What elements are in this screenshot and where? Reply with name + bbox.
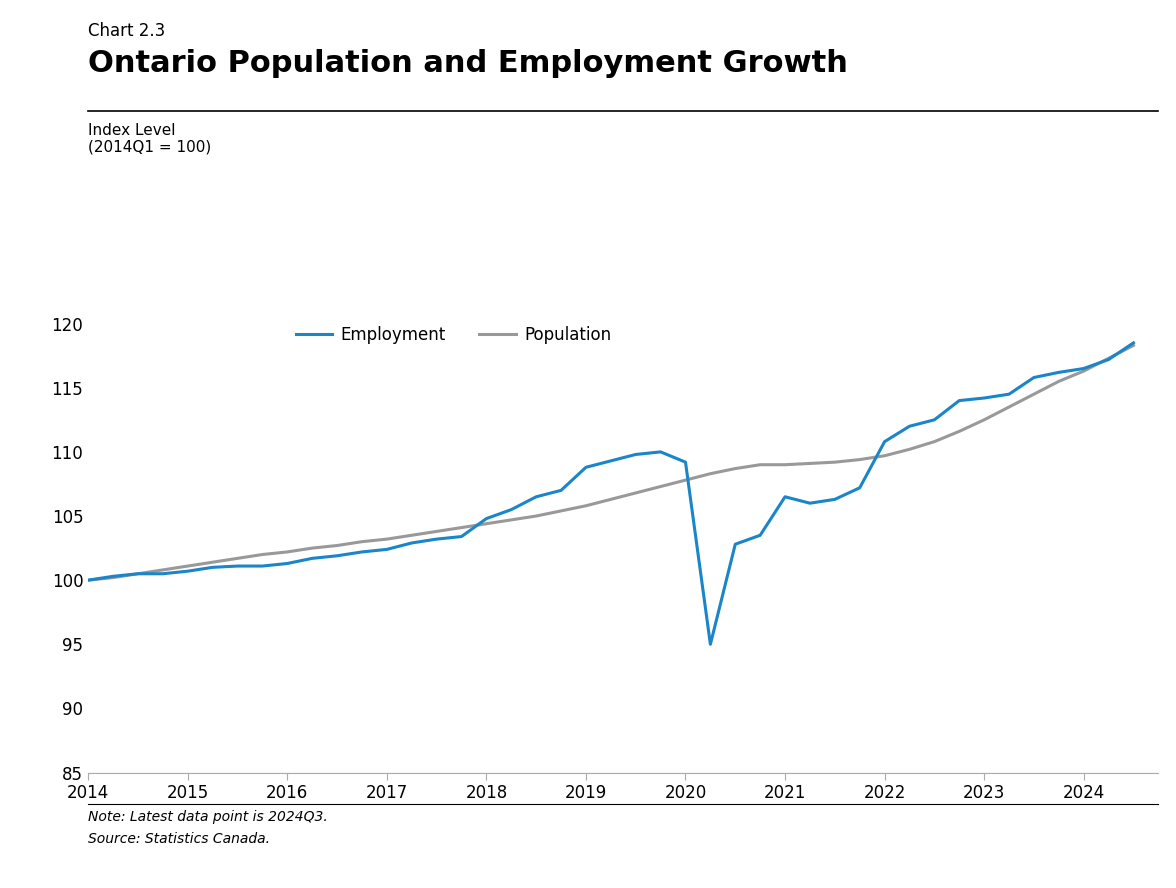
Employment (603, 456, 617, 466)
Employment (579, 462, 593, 472)
Population (828, 456, 842, 467)
Population (928, 436, 942, 447)
Employment (505, 504, 519, 515)
Population (877, 450, 891, 461)
Population (355, 536, 369, 547)
Population (480, 519, 494, 529)
Employment (155, 568, 169, 579)
Population (81, 575, 95, 585)
Employment (429, 534, 443, 544)
Population (1027, 389, 1041, 400)
Employment (181, 566, 195, 576)
Legend: Employment, Population: Employment, Population (289, 319, 619, 351)
Population (305, 543, 319, 553)
Employment (1002, 389, 1016, 400)
Text: (2014Q1 = 100): (2014Q1 = 100) (88, 139, 212, 155)
Population (106, 572, 120, 583)
Employment (1102, 354, 1116, 365)
Employment (305, 553, 319, 564)
Employment (280, 559, 294, 569)
Line: Employment: Employment (88, 343, 1134, 645)
Population (181, 560, 195, 571)
Population (454, 522, 468, 533)
Employment (206, 562, 220, 573)
Employment (230, 560, 245, 571)
Employment (81, 575, 95, 585)
Employment (902, 421, 916, 432)
Population (405, 530, 419, 541)
Employment (703, 639, 717, 650)
Population (953, 426, 967, 437)
Population (977, 415, 991, 425)
Employment (753, 530, 767, 541)
Text: Index Level: Index Level (88, 123, 175, 138)
Population (206, 557, 220, 567)
Population (779, 459, 793, 470)
Population (579, 501, 593, 511)
Employment (629, 449, 643, 460)
Employment (480, 513, 494, 524)
Population (728, 464, 742, 474)
Employment (1127, 337, 1141, 348)
Population (853, 455, 867, 465)
Employment (679, 456, 693, 467)
Population (330, 540, 345, 551)
Population (902, 444, 916, 455)
Population (1102, 353, 1116, 363)
Employment (405, 537, 419, 548)
Population (505, 514, 519, 525)
Employment (131, 568, 145, 579)
Population (280, 547, 294, 558)
Population (380, 534, 394, 544)
Employment (1077, 363, 1091, 374)
Employment (255, 560, 269, 571)
Employment (728, 539, 742, 550)
Population (1127, 340, 1141, 351)
Population (603, 494, 617, 504)
Population (429, 526, 443, 536)
Population (1051, 376, 1065, 386)
Employment (803, 498, 817, 509)
Employment (953, 395, 967, 406)
Employment (454, 531, 468, 542)
Population (803, 458, 817, 469)
Population (554, 505, 568, 516)
Line: Population: Population (88, 345, 1134, 580)
Employment (106, 571, 120, 582)
Employment (330, 551, 345, 561)
Employment (654, 447, 668, 457)
Employment (779, 491, 793, 502)
Employment (554, 485, 568, 496)
Employment (977, 392, 991, 403)
Employment (928, 415, 942, 425)
Employment (529, 491, 543, 502)
Text: Source: Statistics Canada.: Source: Statistics Canada. (88, 832, 270, 846)
Population (255, 549, 269, 559)
Text: Chart 2.3: Chart 2.3 (88, 22, 166, 40)
Population (529, 511, 543, 521)
Population (1077, 366, 1091, 377)
Population (1002, 401, 1016, 412)
Employment (877, 436, 891, 447)
Text: Note: Latest data point is 2024Q3.: Note: Latest data point is 2024Q3. (88, 810, 328, 824)
Population (131, 568, 145, 579)
Population (654, 481, 668, 492)
Employment (1027, 372, 1041, 383)
Population (679, 475, 693, 486)
Text: Ontario Population and Employment Growth: Ontario Population and Employment Growth (88, 49, 848, 78)
Population (155, 565, 169, 575)
Employment (828, 494, 842, 504)
Population (629, 488, 643, 498)
Employment (1051, 367, 1065, 377)
Population (703, 468, 717, 479)
Employment (355, 547, 369, 558)
Population (230, 553, 245, 564)
Population (753, 459, 767, 470)
Employment (380, 544, 394, 555)
Employment (853, 482, 867, 493)
